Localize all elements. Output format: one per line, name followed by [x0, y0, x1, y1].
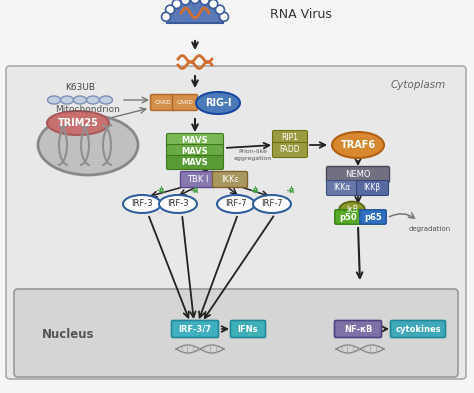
Text: TBK I: TBK I [187, 175, 209, 184]
FancyBboxPatch shape [212, 171, 247, 187]
Circle shape [219, 12, 228, 21]
Wedge shape [167, 0, 223, 23]
Circle shape [200, 0, 209, 5]
FancyBboxPatch shape [6, 66, 466, 379]
Text: p50: p50 [339, 213, 357, 222]
FancyBboxPatch shape [166, 134, 224, 147]
FancyBboxPatch shape [335, 210, 361, 224]
Circle shape [209, 0, 218, 9]
FancyBboxPatch shape [230, 321, 265, 338]
FancyBboxPatch shape [172, 321, 219, 338]
Ellipse shape [47, 111, 109, 135]
Ellipse shape [86, 96, 100, 104]
FancyBboxPatch shape [391, 321, 446, 338]
Text: IRF-7: IRF-7 [225, 200, 247, 209]
Text: RIP1: RIP1 [282, 134, 299, 143]
Text: MAVS: MAVS [182, 136, 208, 145]
Text: P: P [253, 188, 257, 194]
FancyBboxPatch shape [181, 171, 216, 187]
Text: IKKε: IKKε [221, 175, 239, 184]
FancyBboxPatch shape [327, 180, 358, 195]
Text: P: P [158, 188, 164, 194]
Text: TRIM25: TRIM25 [57, 118, 99, 128]
Text: Nucleus: Nucleus [42, 329, 94, 342]
Text: RIG-I: RIG-I [205, 98, 231, 108]
Text: IκB: IκB [346, 206, 358, 215]
Text: P: P [289, 188, 293, 194]
Text: CARD: CARD [177, 100, 193, 105]
Text: IRF-7: IRF-7 [261, 200, 283, 209]
Ellipse shape [73, 96, 86, 104]
Ellipse shape [196, 92, 240, 114]
Text: Mitochondrion: Mitochondrion [55, 105, 120, 114]
Text: IKKα: IKKα [333, 184, 351, 193]
Circle shape [162, 12, 171, 21]
Ellipse shape [100, 96, 112, 104]
FancyBboxPatch shape [14, 289, 458, 377]
Text: degradation: degradation [409, 226, 451, 232]
Circle shape [216, 5, 225, 14]
Text: MAVS: MAVS [182, 147, 208, 156]
FancyBboxPatch shape [356, 180, 389, 195]
Text: CARD: CARD [155, 100, 172, 105]
Text: TRAF6: TRAF6 [340, 140, 375, 150]
Text: NF-κB: NF-κB [344, 325, 372, 334]
FancyBboxPatch shape [166, 156, 224, 169]
Text: RNA Virus: RNA Virus [270, 9, 332, 22]
FancyBboxPatch shape [327, 167, 390, 182]
FancyBboxPatch shape [166, 145, 224, 158]
Text: P: P [192, 188, 198, 194]
Ellipse shape [47, 96, 61, 104]
FancyBboxPatch shape [335, 321, 382, 338]
Ellipse shape [61, 96, 73, 104]
Text: IFNs: IFNs [238, 325, 258, 334]
Text: Prion-like
aggregation: Prion-like aggregation [234, 149, 272, 161]
Text: K63UB: K63UB [65, 83, 95, 92]
FancyBboxPatch shape [273, 130, 308, 145]
FancyBboxPatch shape [360, 210, 386, 224]
Text: cytokines: cytokines [395, 325, 441, 334]
Ellipse shape [253, 195, 291, 213]
Text: MAVS: MAVS [182, 158, 208, 167]
Ellipse shape [38, 115, 138, 175]
FancyBboxPatch shape [273, 143, 308, 158]
Circle shape [172, 0, 181, 9]
Text: Cytoplasm: Cytoplasm [391, 80, 446, 90]
FancyBboxPatch shape [151, 94, 175, 110]
Circle shape [165, 5, 174, 14]
Text: IRF-3/7: IRF-3/7 [179, 325, 211, 334]
Ellipse shape [123, 195, 161, 213]
Text: FADD: FADD [280, 145, 301, 154]
Ellipse shape [332, 132, 384, 158]
Text: NEMO: NEMO [345, 170, 371, 179]
Text: IRF-3: IRF-3 [131, 200, 153, 209]
Circle shape [191, 0, 200, 4]
Text: IKKβ: IKKβ [364, 184, 381, 193]
Text: IRF-3: IRF-3 [167, 200, 189, 209]
Ellipse shape [339, 202, 365, 219]
FancyBboxPatch shape [173, 94, 198, 110]
Ellipse shape [217, 195, 255, 213]
Circle shape [181, 0, 190, 5]
Ellipse shape [159, 195, 197, 213]
Text: p65: p65 [364, 213, 382, 222]
